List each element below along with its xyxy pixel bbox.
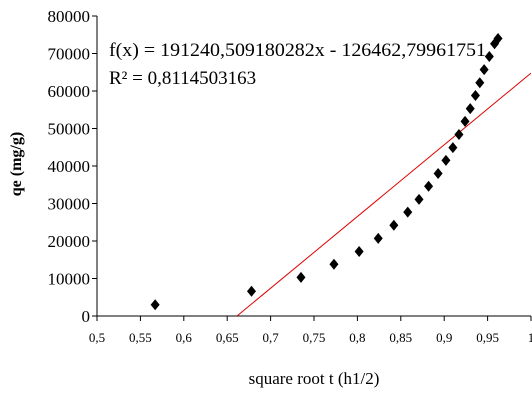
x-axis-title: square root t (h1/2) <box>249 369 380 388</box>
x-tick-label: 0,7 <box>262 330 279 345</box>
y-tick-label: 60000 <box>48 82 91 101</box>
data-point <box>246 285 257 297</box>
data-point <box>389 219 399 231</box>
y-tick-label: 70000 <box>48 45 91 64</box>
data-point <box>329 258 339 270</box>
x-tick-label: 0,6 <box>176 330 193 345</box>
data-point <box>150 299 160 311</box>
data-point <box>479 64 489 76</box>
x-tick-label: 0,9 <box>436 330 452 345</box>
data-point <box>414 193 424 205</box>
x-tick-label: 0,75 <box>303 330 326 345</box>
y-tick-label: 20000 <box>48 232 91 251</box>
data-point <box>373 232 383 244</box>
y-axis-title: qe (mg/g) <box>8 132 25 196</box>
y-tick-label: 30000 <box>48 195 91 214</box>
data-point <box>470 90 480 101</box>
y-tick-label: 50000 <box>48 120 91 139</box>
x-tick-label: 0,95 <box>476 330 499 345</box>
x-tick-label: 0,55 <box>129 330 152 345</box>
data-point <box>354 246 364 257</box>
data-point <box>403 206 413 218</box>
data-points <box>150 33 503 311</box>
data-point <box>433 168 443 179</box>
x-tick-label: 0,5 <box>89 330 105 345</box>
data-point <box>460 115 470 127</box>
x-tick-label: 1 <box>528 330 532 345</box>
data-point <box>484 51 494 62</box>
x-tick-label: 0,85 <box>389 330 412 345</box>
trendline <box>236 72 531 316</box>
y-tick-label: 0 <box>82 307 91 326</box>
x-tick-label: 0,65 <box>216 330 239 345</box>
x-tick-label: 0,8 <box>349 330 365 345</box>
data-point <box>448 142 458 154</box>
x-axis-ticks: 0,5 0,55 0,6 0,65 0,7 0,75 0,8 0,85 0,9 0,95 1 <box>89 316 532 345</box>
data-point <box>441 154 451 166</box>
y-tick-label: 80000 <box>48 7 91 26</box>
y-axis-ticks: 0 10000 20000 30000 40000 50000 60000 70000 8000… <box>48 7 97 326</box>
data-point <box>493 33 503 44</box>
trendline-equation: f(x) = 191240,509180282x - 126462,799617… <box>109 40 486 61</box>
data-point <box>454 129 464 140</box>
r-squared-value: R² = 0,8114503163 <box>109 68 256 89</box>
y-tick-label: 40000 <box>48 157 91 176</box>
data-point <box>296 271 306 283</box>
data-point <box>424 180 434 192</box>
data-point <box>465 103 475 115</box>
data-point <box>475 77 485 89</box>
y-tick-label: 10000 <box>48 270 91 289</box>
